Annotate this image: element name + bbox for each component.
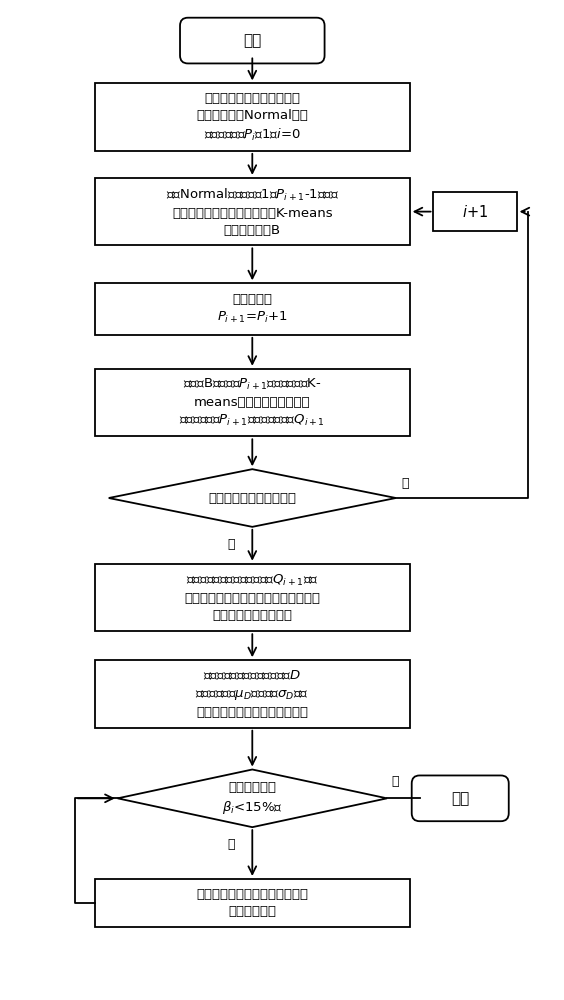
Polygon shape (109, 469, 396, 527)
Polygon shape (118, 769, 387, 827)
FancyBboxPatch shape (412, 775, 509, 821)
Text: 否: 否 (391, 775, 398, 788)
Bar (95, 660, 409, 728)
Bar (95, 369, 409, 436)
Bar (95, 83, 409, 151)
Text: $i$+1: $i$+1 (462, 204, 488, 220)
Text: 是: 是 (227, 538, 235, 551)
Text: 求取Normal矩阵最接近1的$P_{i+1}$-1个非平
凡特征值对应特征向量，组成K-means
法的样本矩阵B: 求取Normal矩阵最接近1的$P_{i+1}$-1个非平 凡特征值对应特征向量… (166, 187, 339, 237)
Text: 对比每种分区数的平均模块度$Q_{i+1}$，取
其最大值所最优分区数，该分区数的各
分区方案作为初始方案: 对比每种分区数的平均模块度$Q_{i+1}$，取 其最大值所最优分区数，该分区数… (184, 573, 320, 622)
Text: 否: 否 (402, 477, 409, 490)
Text: 结束: 结束 (451, 791, 469, 806)
Text: 开始: 开始 (243, 33, 262, 48)
Bar (433, 192, 517, 232)
Text: 增加分区数
$P_{i+1}$=$P_i$+1: 增加分区数 $P_{i+1}$=$P_i$+1 (217, 293, 288, 325)
Text: 获取电网分层分区拓扑模型
求拓扑模型的Normal矩阵
设初始分区数$P_i$为1，$i$=0: 获取电网分层分区拓扑模型 求拓扑模型的Normal矩阵 设初始分区数$P_i$为… (196, 92, 309, 143)
Text: 以矩阵B和分区数$P_{i+1}$作为输入，用K-
means法获取多次分区结果
计算分区数为$P_{i+1}$时的平均模块度$Q_{i+1}$: 以矩阵B和分区数$P_{i+1}$作为输入，用K- means法获取多次分区结果… (179, 377, 325, 428)
FancyBboxPatch shape (180, 18, 324, 63)
Text: 根据可行划分点及可行划分区域
改变节点分区: 根据可行划分点及可行划分区域 改变节点分区 (196, 888, 309, 918)
Text: 是: 是 (227, 838, 235, 851)
Text: 获取初始分区方案的距离矩阵$D$
计算对应均值$\mu_D$与标准差$\sigma_D$准差
求可行划分节点及可行划分区域: 获取初始分区方案的距离矩阵$D$ 计算对应均值$\mu_D$与标准差$\sigm… (195, 669, 309, 719)
Bar (95, 879, 409, 927)
Text: 是否达到最大迭代次数？: 是否达到最大迭代次数？ (208, 492, 296, 505)
Bar (95, 564, 409, 631)
Bar (95, 283, 409, 335)
Text: 无功储备校核
$\beta_i$<15%？: 无功储备校核 $\beta_i$<15%？ (222, 781, 283, 816)
Bar (95, 178, 409, 245)
